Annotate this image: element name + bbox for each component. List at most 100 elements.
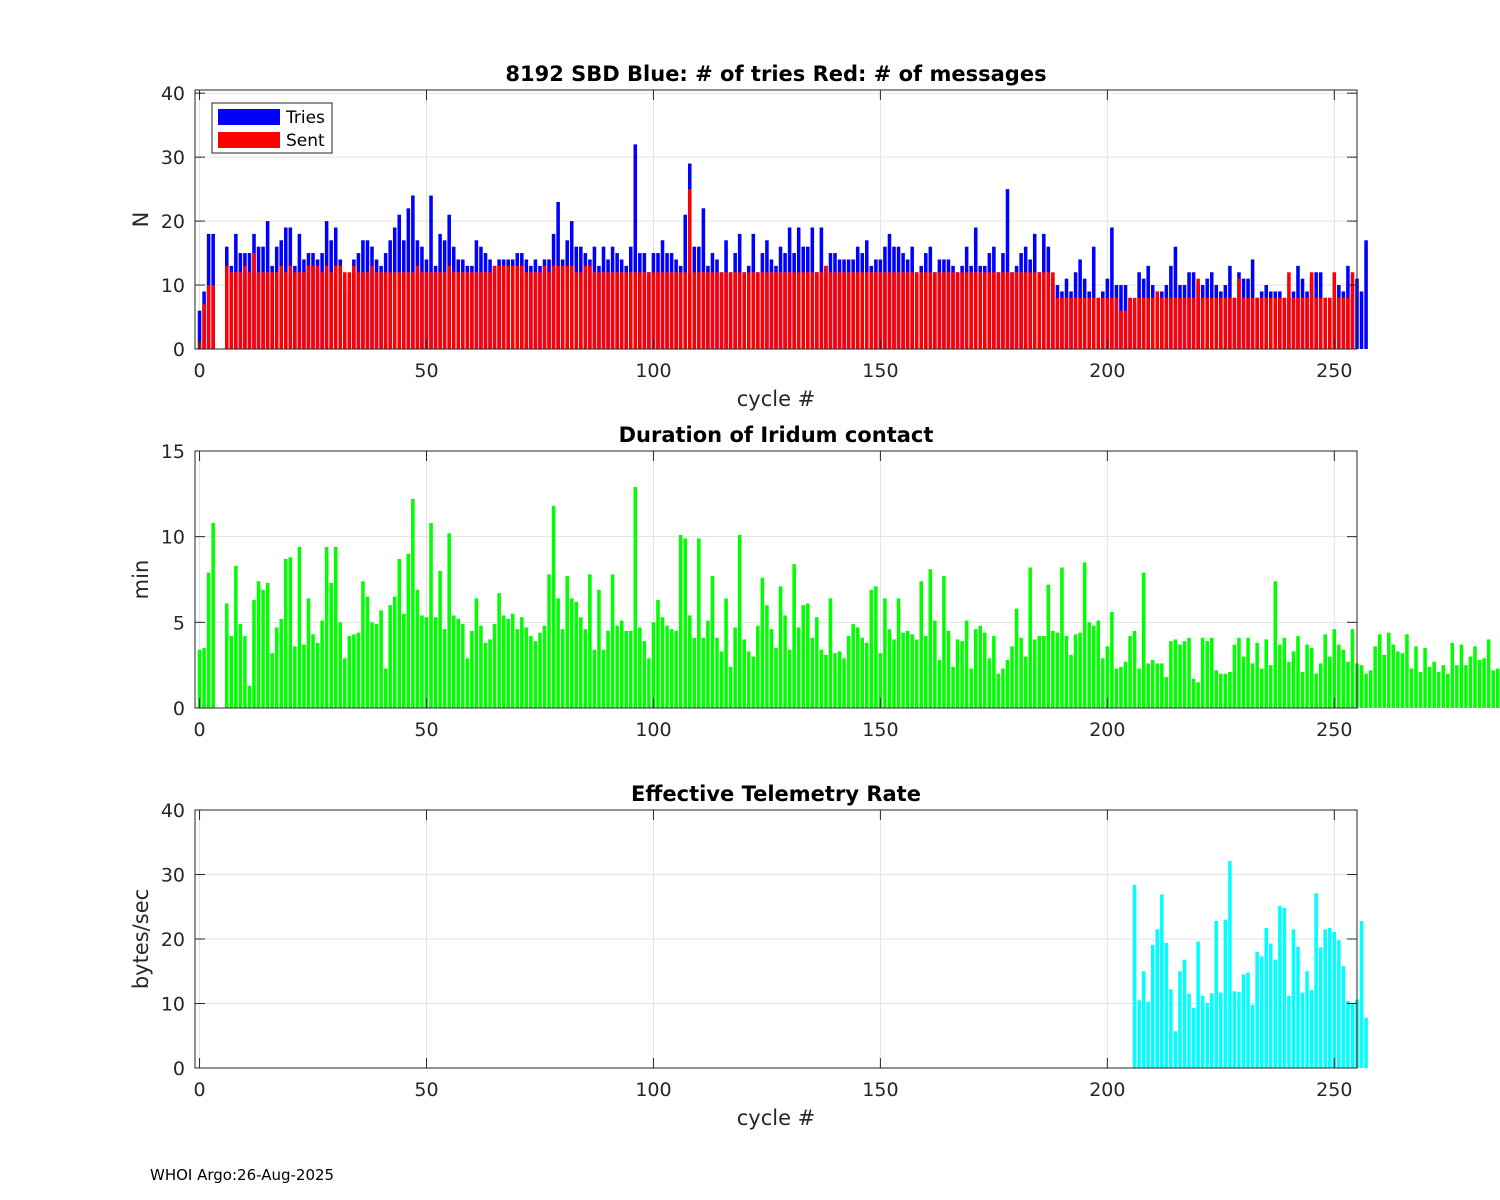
- bar-sent-67: [501, 265, 506, 349]
- bar-sent-106: [678, 272, 683, 349]
- bar-rate-206: [1132, 884, 1137, 1068]
- bar-sent-118: [733, 272, 737, 349]
- bar-rate-221: [1200, 995, 1205, 1068]
- bar-duration-124: [760, 577, 765, 708]
- bar-duration-93: [619, 620, 624, 708]
- bar-duration-182: [1023, 656, 1028, 708]
- bar-sent-63: [483, 272, 488, 349]
- bar-duration-41: [383, 668, 388, 708]
- bar-sent-74: [533, 272, 538, 349]
- bar-duration-92: [615, 625, 619, 708]
- bar-duration-89: [601, 649, 606, 708]
- bar-duration-136: [815, 617, 819, 708]
- bar-sent-19: [284, 272, 288, 349]
- bar-sent-108: [687, 189, 692, 349]
- bar-sent-211: [1155, 291, 1160, 349]
- bar-duration-205: [1128, 636, 1132, 708]
- bar-sent-23: [302, 272, 306, 349]
- bar-duration-57: [456, 618, 461, 708]
- y-tick-label: 0: [173, 1058, 185, 1080]
- bar-duration-244: [1305, 644, 1309, 708]
- bar-rate-250: [1332, 931, 1337, 1068]
- bar-duration-209: [1146, 663, 1150, 708]
- bar-sent-158: [914, 272, 919, 349]
- bar-duration-193: [1073, 634, 1078, 708]
- bar-duration-19: [284, 558, 288, 708]
- bar-duration-119: [737, 534, 742, 708]
- bar-duration-197: [1091, 625, 1096, 708]
- bar-sent-83: [574, 272, 579, 349]
- bar-duration-116: [724, 598, 728, 708]
- bar-duration-227: [1228, 672, 1232, 708]
- bar-duration-141: [837, 651, 842, 708]
- bar-sent-102: [660, 272, 665, 349]
- bar-sent-175: [992, 272, 996, 349]
- bar-duration-208: [1141, 572, 1146, 708]
- bar-sent-56: [451, 272, 456, 349]
- bar-duration-199: [1101, 658, 1105, 708]
- x-axis-label: cycle #: [737, 1106, 816, 1130]
- bar-duration-158: [914, 639, 919, 708]
- bar-sent-137: [819, 272, 824, 349]
- bar-sent-254: [1350, 272, 1355, 349]
- bar-duration-83: [574, 601, 579, 708]
- bar-duration-247: [1318, 663, 1323, 708]
- bar-sent-52: [433, 272, 438, 349]
- x-tick-label: 200: [1089, 360, 1125, 382]
- bar-duration-123: [756, 625, 760, 708]
- bar-duration-0: [197, 649, 202, 708]
- y-tick-label: 30: [161, 147, 185, 169]
- bar-duration-67: [501, 615, 506, 708]
- bar-sent-235: [1264, 297, 1268, 349]
- bar-duration-104: [669, 629, 674, 708]
- bar-sent-129: [783, 272, 787, 349]
- bar-rate-212: [1160, 894, 1164, 1068]
- bar-duration-242: [1296, 636, 1300, 708]
- bar-duration-246: [1314, 673, 1318, 708]
- bar-sent-206: [1132, 297, 1137, 349]
- bar-sent-176: [996, 272, 1001, 349]
- bar-duration-71: [520, 617, 524, 708]
- bar-duration-48: [415, 589, 420, 708]
- bar-sent-68: [506, 265, 510, 349]
- bar-rate-240: [1287, 995, 1291, 1068]
- bar-duration-159: [919, 581, 924, 708]
- bar-duration-59: [465, 658, 470, 708]
- bar-sent-218: [1187, 297, 1191, 349]
- bar-duration-232: [1250, 663, 1255, 708]
- bar-duration-72: [524, 627, 529, 708]
- bar-duration-51: [429, 522, 433, 708]
- bar-duration-277: [1455, 665, 1459, 708]
- bar-sent-217: [1182, 297, 1187, 349]
- bar-sent-153: [892, 272, 896, 349]
- bar-duration-266: [1405, 634, 1409, 708]
- bar-duration-75: [538, 632, 542, 708]
- bar-rate-229: [1237, 991, 1241, 1068]
- bar-duration-17: [274, 627, 279, 708]
- bar-sent-145: [855, 272, 860, 349]
- bar-sent-142: [842, 272, 846, 349]
- bar-duration-18: [279, 618, 284, 708]
- bar-rate-211: [1155, 929, 1160, 1068]
- bar-duration-200: [1105, 646, 1110, 708]
- bar-sent-49: [420, 272, 424, 349]
- bar-duration-3: [211, 522, 215, 708]
- bar-duration-98: [642, 641, 647, 708]
- bar-sent-2: [206, 285, 211, 349]
- bar-duration-181: [1019, 637, 1023, 708]
- bar-duration-81: [565, 576, 569, 708]
- x-tick-label: 50: [414, 360, 438, 382]
- bar-sent-240: [1287, 272, 1291, 349]
- bar-sent-249: [1327, 297, 1332, 349]
- y-tick-label: 10: [161, 527, 185, 549]
- x-tick-label: 0: [193, 719, 205, 741]
- bar-sent-97: [638, 272, 642, 349]
- bar-sent-119: [737, 272, 742, 349]
- bar-rate-232: [1250, 1004, 1255, 1068]
- bar-sent-37: [365, 272, 370, 349]
- bar-sent-173: [983, 272, 987, 349]
- bar-duration-130: [787, 649, 792, 708]
- bar-sent-221: [1200, 297, 1205, 349]
- bar-sent-112: [706, 272, 710, 349]
- bar-duration-131: [792, 564, 796, 708]
